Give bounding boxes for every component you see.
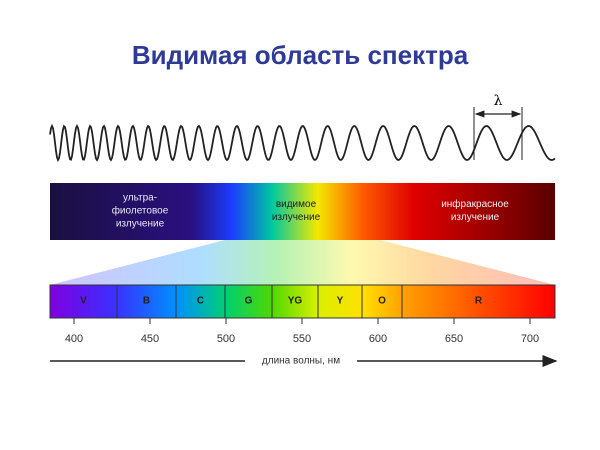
- tick-label: 650: [445, 333, 463, 345]
- axis-label: длина волны, нм: [262, 356, 340, 367]
- tick-label: 500: [217, 333, 235, 345]
- tick-label: 400: [65, 333, 83, 345]
- band-label: G: [245, 296, 253, 307]
- region-label: инфракрасное: [441, 198, 509, 210]
- band-label: Y: [337, 296, 344, 307]
- lambda-label: λ: [494, 93, 503, 109]
- region-label: ультра-: [123, 193, 157, 204]
- spectrum-band: [50, 183, 555, 240]
- band-label: O: [378, 296, 386, 307]
- band-label: V: [80, 296, 87, 307]
- tick-label: 600: [369, 333, 387, 345]
- region-label: излучение: [451, 212, 500, 223]
- band-label: B: [143, 296, 150, 307]
- wave: [49, 123, 556, 163]
- region-label: излучение: [272, 212, 321, 223]
- title: Видимая область спектра: [132, 40, 469, 70]
- region-label: видимое: [276, 199, 317, 210]
- visible-fan: [50, 240, 555, 285]
- axis-label-bg: [245, 353, 357, 369]
- band-label: R: [475, 296, 483, 307]
- tick-label: 700: [521, 333, 539, 345]
- region-label: излучение: [116, 219, 165, 230]
- tick-label: 550: [293, 333, 311, 345]
- region-label: фиолетовое: [112, 205, 169, 217]
- tick-label: 450: [141, 333, 159, 345]
- band-label: YG: [288, 296, 303, 307]
- band-label: C: [197, 296, 204, 307]
